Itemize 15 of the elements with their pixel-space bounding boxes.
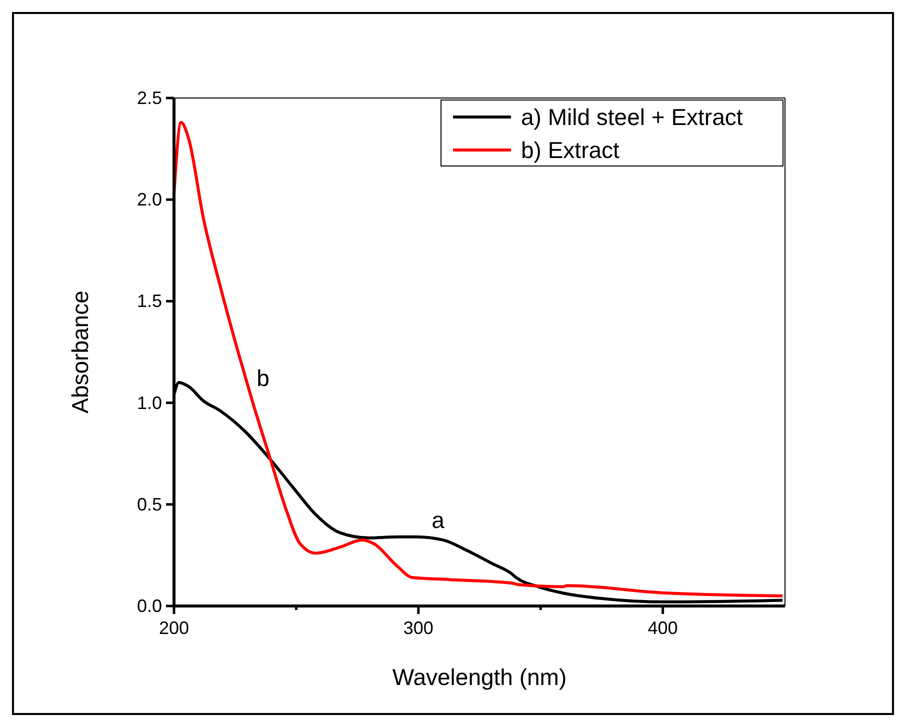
x-tick-label: 400 xyxy=(648,618,678,638)
y-tick-label: 0.5 xyxy=(136,494,162,514)
x-tick-label: 200 xyxy=(158,618,190,638)
y-tick-label: 1.0 xyxy=(136,392,162,413)
y-tick-label: 2.0 xyxy=(136,190,162,210)
x-axis-title: Wavelength (nm) xyxy=(392,664,567,690)
x-tick-label: 300 xyxy=(403,618,434,638)
legend-label: a) Mild steel + Extract xyxy=(521,104,744,130)
annotation: b xyxy=(256,365,270,391)
legend-label: b) Extract xyxy=(521,137,620,163)
annotation: a xyxy=(432,507,445,533)
y-tick-label: 2.5 xyxy=(136,88,162,108)
y-axis-title: Absorbance xyxy=(67,290,93,414)
y-tick-label: 0.0 xyxy=(136,596,162,616)
y-tick-label: 1.5 xyxy=(136,291,162,312)
